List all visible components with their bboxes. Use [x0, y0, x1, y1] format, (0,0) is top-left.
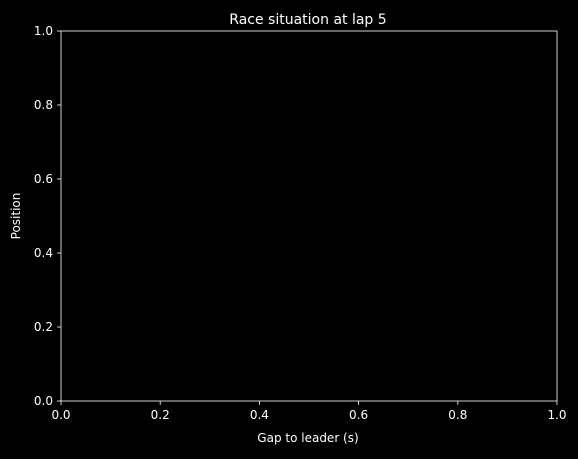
plot-frame [60, 30, 558, 402]
y-axis-label: Position [9, 193, 23, 240]
y-tick-label: 0.4 [34, 246, 53, 260]
y-tick-label: 0.8 [34, 98, 53, 112]
y-tick-label: 0.6 [34, 172, 53, 186]
x-tick-label: 1.0 [547, 408, 566, 422]
x-tick-label: 0.0 [51, 408, 70, 422]
x-axis: 0.0 0.2 0.4 0.6 0.8 1.0 [51, 401, 567, 422]
chart-title: Race situation at lap 5 [229, 12, 386, 28]
x-tick-label: 0.8 [448, 408, 467, 422]
x-axis-label: Gap to leader (s) [257, 431, 358, 445]
y-tick-label: 1.0 [34, 24, 53, 38]
y-tick-label: 0.0 [34, 394, 53, 408]
x-tick-label: 0.6 [349, 408, 368, 422]
y-axis: 0.0 0.2 0.4 0.6 0.8 1.0 [34, 24, 61, 408]
y-tick-label: 0.2 [34, 320, 53, 334]
x-tick-label: 0.4 [250, 408, 269, 422]
x-tick-label: 0.2 [151, 408, 170, 422]
